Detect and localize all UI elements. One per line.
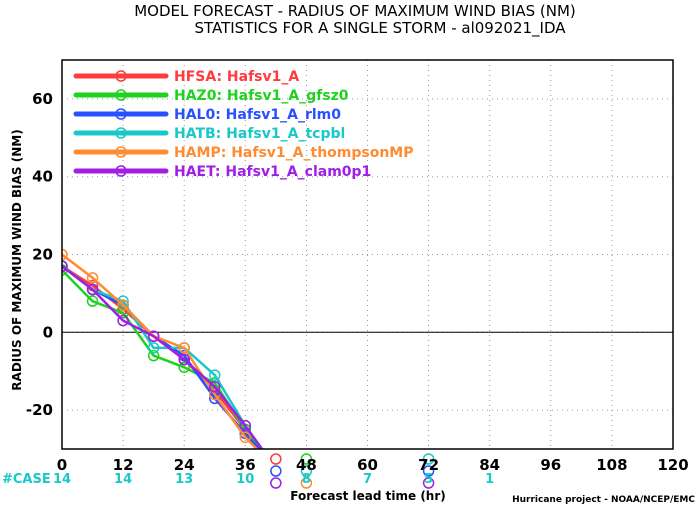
legend-marker-0 [115,70,127,82]
series-layer [62,248,311,512]
credit-text: Hurricane project - NOAA/NCEP/EMC [512,495,695,505]
series-point-0 [301,502,311,512]
series-point-4 [301,502,311,512]
y-tick-label: 20 [32,246,53,264]
legend-marker-2 [115,108,127,120]
series-line-1 [62,269,263,449]
legend-label-1: HAZ0: Hafsv1_A_gfsz0 [174,88,349,104]
series-point-4 [239,431,252,444]
case-count: 7 [363,472,372,487]
legend-label-5: HAET: Hafsv1_A_clam0p1 [174,164,371,180]
legend-label-3: HATB: Hafsv1_A_tcpbl [174,126,345,142]
y-tick-label: 40 [32,168,53,186]
x-tick-label: 36 [235,456,256,474]
y-tick-label: 0 [43,323,53,341]
series-point-4 [178,342,190,354]
series-point-1 [178,361,190,374]
x-tick-labels: 0 12 24 36 48 60 72 84 96 108 120 [57,456,689,474]
x-tick-label: 12 [113,456,134,474]
x-tick-label: 72 [418,456,439,474]
legend-label-0: HFSA: Hafsv1_A [174,69,299,85]
y-tick-labels: -20 0 20 40 60 [26,90,53,419]
x-axis-label: Forecast lead time (hr) [290,489,446,503]
overflow-marker [270,477,282,489]
overflow-marker [270,453,282,465]
overflow-marker [300,477,313,489]
series-point-5 [301,502,311,512]
overflow-marker [422,465,435,477]
x-tick-label: 24 [174,456,195,474]
chart-title: MODEL FORECAST - RADIUS OF MAXIMUM WIND … [134,2,576,20]
overflow-marker [422,477,435,489]
case-count: 8 [302,472,311,487]
series-point-3 [209,369,221,381]
y-axis-label: RADIUS OF MAXIMUM WIND BIAS (NM) [10,129,24,390]
series-point-3 [301,502,311,512]
x-tick-label: 48 [296,456,317,474]
legend-label-2: HAL0: Hafsv1_A_rlm0 [174,107,341,123]
case-count: 14 [53,472,71,487]
case-label: #CASE [2,472,51,487]
legend-label-4: HAMP: Hafsv1_A_thompsonMP [174,145,414,161]
series-point-5 [62,260,68,272]
chart-subtitle: STATISTICS FOR A SINGLE STORM - al092021… [194,19,566,38]
legend-marker-1 [115,89,127,101]
x-tick-label: 120 [657,456,688,474]
overflow-marker [300,465,313,477]
series-point-5 [147,330,160,342]
series-line-5 [62,265,264,449]
case-counts: 14 14 13 10 8 7 5 1 [53,472,494,487]
series-point-5 [117,314,129,327]
legend-marker-4 [115,146,127,158]
series-line-4 [62,253,259,449]
legend-marker-3 [115,127,127,139]
case-count: 5 [424,472,433,487]
overflow-marker [270,465,282,477]
series-point-5 [239,419,252,432]
series-point-1 [147,349,160,362]
below-axis-markers [270,453,435,489]
series-point-1 [86,295,99,307]
series-point-5 [178,353,190,366]
series-point-4 [117,299,129,311]
overflow-marker [300,453,313,465]
x-tick-label: 108 [596,456,627,474]
series-point-3 [147,342,160,354]
case-count: 13 [175,472,193,487]
legend-marker-5 [115,165,127,177]
y-tick-label: -20 [26,401,53,419]
y-tick-label: 60 [32,90,53,108]
series-point-1 [117,307,129,319]
plot-frame [61,59,674,450]
case-count: 14 [114,472,132,487]
overflow-marker [422,453,435,465]
grid [62,60,673,449]
x-tick-label: 60 [357,456,378,474]
legend: HFSA: Hafsv1_A HAZ0: Hafsv1_A_gfsz0 HAL0: … [73,69,414,180]
series-point-4 [62,248,68,261]
case-count: 1 [485,472,494,487]
series-point-4 [86,272,99,284]
x-tick-label: 0 [57,456,67,474]
series-point-2 [301,502,311,512]
series-point-5 [209,381,221,393]
series-point-1 [301,502,311,512]
x-tick-label: 96 [540,456,561,474]
x-tick-label: 84 [479,456,500,474]
case-count: 10 [236,472,254,487]
series-point-5 [86,283,99,296]
